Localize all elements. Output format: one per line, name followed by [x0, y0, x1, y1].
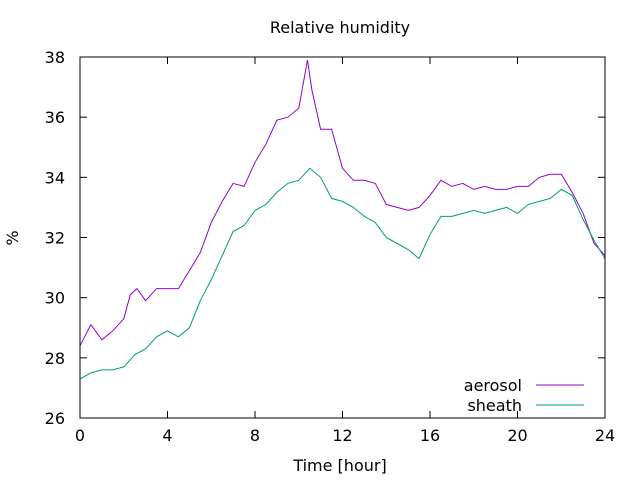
- legend-label-aerosol: aerosol: [464, 376, 522, 395]
- series-line-sheath: [79, 167, 606, 380]
- series-line-aerosol: [79, 59, 606, 347]
- legend-label-sheath: sheath: [467, 396, 522, 415]
- y-tick-label: 34: [45, 168, 65, 187]
- y-axis-label: %: [3, 230, 22, 245]
- plot-frame: [79, 56, 606, 419]
- y-tick-label: 38: [45, 48, 65, 67]
- x-tick-label: 20: [507, 426, 527, 445]
- x-tick-label: 24: [595, 426, 615, 445]
- x-tick-label: 4: [162, 426, 172, 445]
- x-tick-label: 0: [75, 426, 85, 445]
- y-tick-label: 26: [45, 409, 65, 428]
- y-tick-label: 32: [45, 229, 65, 248]
- x-axis-label: Time [hour]: [292, 456, 386, 475]
- x-tick-label: 16: [420, 426, 440, 445]
- y-tick-label: 36: [45, 108, 65, 127]
- chart-title: Relative humidity: [270, 18, 410, 37]
- y-tick-label: 30: [45, 289, 65, 308]
- y-tick-label: 28: [45, 349, 65, 368]
- x-tick-label: 12: [332, 426, 352, 445]
- x-tick-label: 8: [250, 426, 260, 445]
